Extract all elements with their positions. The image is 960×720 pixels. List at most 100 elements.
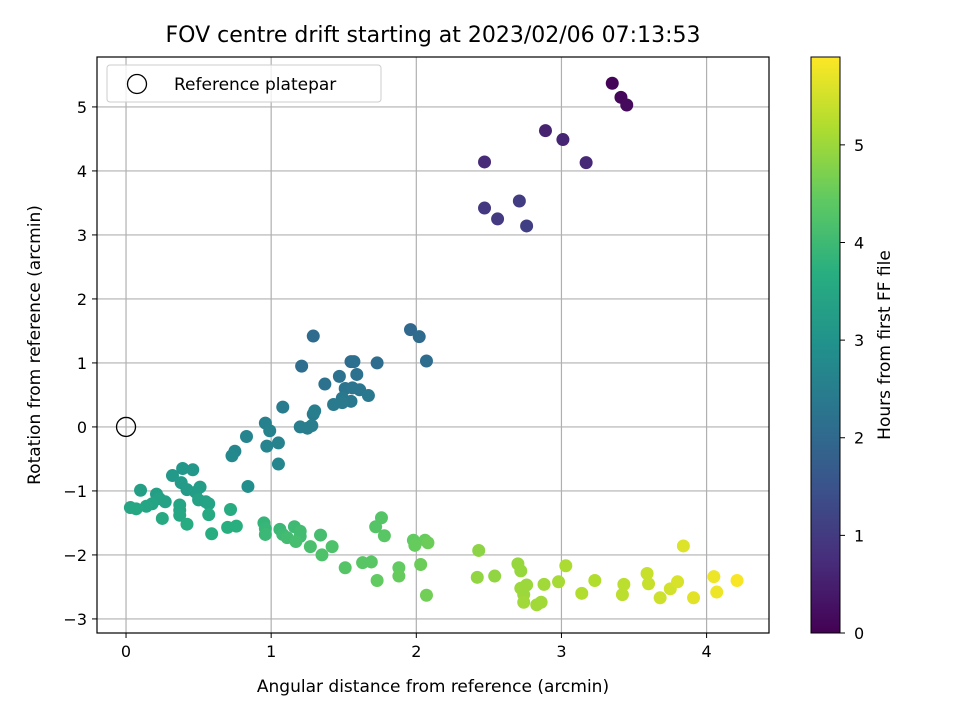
colorbar: 0 1 2 3 4 5 Hours from first FF file	[810, 56, 895, 643]
y-axis-label: Rotation from reference (arcmin)	[25, 205, 45, 485]
reference-platepar-marker	[115, 416, 137, 438]
data-point	[512, 194, 526, 208]
data-point	[488, 569, 502, 583]
data-point	[419, 354, 433, 368]
data-point	[202, 508, 216, 522]
data-point	[225, 449, 239, 463]
data-point	[202, 497, 216, 511]
x-axis-label: Angular distance from reference (arcmin)	[257, 677, 609, 697]
data-point	[139, 499, 153, 513]
data-point	[588, 574, 602, 588]
data-point	[332, 369, 346, 383]
legend: Reference platepar	[106, 64, 382, 103]
data-point	[314, 528, 328, 542]
data-point	[305, 419, 319, 433]
data-point	[239, 430, 253, 444]
chart-title: FOV centre drift starting at 2023/02/06 …	[166, 23, 701, 48]
data-point	[205, 527, 219, 541]
colorbar-tick-label: 5	[854, 136, 864, 155]
data-points	[123, 76, 744, 612]
data-point	[520, 219, 534, 233]
data-point	[165, 469, 179, 483]
data-point	[676, 539, 690, 553]
colorbar-gradient	[810, 56, 841, 634]
colorbar-tick-label: 3	[854, 331, 864, 350]
data-point	[730, 574, 744, 588]
data-point	[176, 462, 190, 476]
x-tick-label: 3	[556, 642, 566, 661]
colorbar-tick-label: 2	[854, 429, 864, 448]
data-point	[478, 155, 492, 169]
data-point	[134, 483, 148, 497]
data-point	[377, 529, 391, 543]
plot-frame	[96, 56, 770, 634]
data-point	[470, 570, 484, 584]
colorbar-ticks: 0 1 2 3 4 5	[840, 136, 864, 643]
legend-box	[106, 64, 382, 103]
data-point	[374, 511, 388, 525]
data-point	[534, 595, 548, 609]
data-point	[559, 559, 573, 573]
data-point	[276, 400, 290, 414]
y-tick-label: 2	[77, 290, 87, 309]
data-point	[642, 577, 656, 591]
data-point	[347, 355, 361, 369]
data-point	[687, 591, 701, 605]
data-point	[620, 98, 634, 112]
colorbar-tick-label: 0	[854, 624, 864, 643]
y-tick-label: −2	[63, 546, 87, 565]
data-point	[707, 570, 721, 584]
y-tick-label: 0	[77, 418, 87, 437]
data-point	[180, 517, 194, 531]
data-point	[335, 396, 349, 410]
data-point	[640, 566, 654, 580]
grid-lines	[97, 57, 769, 633]
data-point	[241, 479, 255, 493]
data-point	[710, 585, 724, 599]
y-axis-ticks: −3 −2 −1 0 1 2 3 4 5	[63, 98, 97, 629]
data-point	[306, 329, 320, 343]
data-point	[271, 457, 285, 471]
data-point	[229, 519, 243, 533]
data-point	[419, 588, 433, 602]
x-axis-ticks: 0 1 2 3 4	[121, 633, 712, 661]
colorbar-tick-label: 4	[854, 233, 864, 252]
data-point	[538, 124, 552, 138]
data-point	[392, 569, 406, 583]
data-point	[338, 561, 352, 575]
data-point	[552, 575, 566, 589]
y-tick-label: −3	[63, 610, 87, 629]
x-tick-label: 0	[121, 642, 131, 661]
data-point	[556, 133, 570, 147]
colorbar-tick-label: 1	[854, 526, 864, 545]
legend-label: Reference platepar	[174, 75, 336, 95]
data-point	[308, 404, 322, 418]
data-point	[491, 212, 505, 226]
x-tick-label: 2	[411, 642, 421, 661]
data-point	[318, 377, 332, 391]
data-point	[370, 356, 384, 370]
data-point	[289, 534, 303, 548]
y-tick-label: 1	[77, 354, 87, 373]
y-tick-label: 5	[77, 98, 87, 117]
data-point	[653, 591, 667, 605]
data-point	[193, 480, 207, 494]
data-point	[224, 502, 238, 516]
data-point	[186, 463, 200, 477]
data-point	[412, 330, 426, 344]
data-point	[517, 595, 531, 609]
data-point	[129, 502, 143, 516]
data-point	[260, 439, 274, 453]
colorbar-label: Hours from first FF file	[875, 250, 895, 440]
data-point	[537, 577, 551, 591]
data-point	[155, 511, 169, 525]
data-point	[350, 367, 364, 381]
data-point	[295, 359, 309, 373]
data-point	[671, 575, 685, 589]
data-point	[514, 564, 528, 578]
data-point	[408, 538, 422, 552]
data-point	[271, 436, 285, 450]
data-point	[303, 540, 317, 554]
legend-marker-icon	[126, 73, 148, 95]
